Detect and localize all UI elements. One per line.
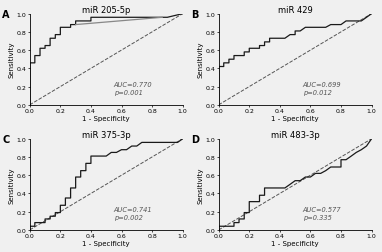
X-axis label: 1 - Specificity: 1 - Specificity (271, 116, 319, 122)
Text: AUC=0.741
p=0.002: AUC=0.741 p=0.002 (114, 207, 152, 220)
X-axis label: 1 - Specificity: 1 - Specificity (271, 240, 319, 246)
Text: AUC=0.699
p=0.012: AUC=0.699 p=0.012 (303, 82, 342, 96)
Title: miR 205-5p: miR 205-5p (82, 6, 130, 15)
Y-axis label: Sensitivity: Sensitivity (197, 166, 203, 203)
Title: miR 375-3p: miR 375-3p (82, 130, 131, 139)
X-axis label: 1 - Specificity: 1 - Specificity (83, 240, 130, 246)
Y-axis label: Sensitivity: Sensitivity (8, 166, 15, 203)
Text: AUC=0.770
p=0.001: AUC=0.770 p=0.001 (114, 82, 152, 96)
Text: A: A (2, 10, 10, 20)
Y-axis label: Sensitivity: Sensitivity (8, 42, 15, 78)
Text: D: D (191, 135, 199, 145)
Text: AUC=0.577
p=0.335: AUC=0.577 p=0.335 (303, 207, 342, 220)
X-axis label: 1 - Specificity: 1 - Specificity (83, 116, 130, 122)
Title: miR 429: miR 429 (278, 6, 312, 15)
Text: B: B (191, 10, 199, 20)
Text: C: C (2, 135, 10, 145)
Y-axis label: Sensitivity: Sensitivity (197, 42, 203, 78)
Title: miR 483-3p: miR 483-3p (271, 130, 319, 139)
